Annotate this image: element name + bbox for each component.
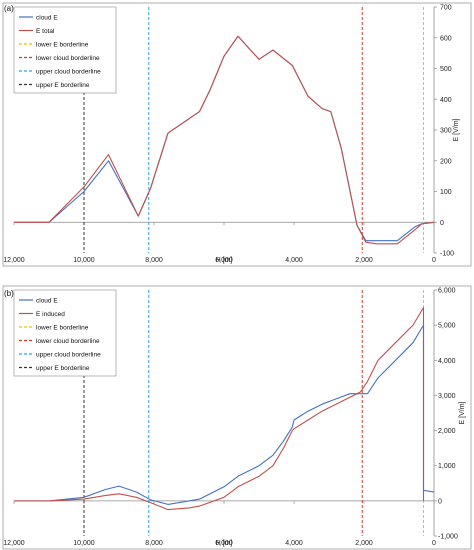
legend-entry: upper cloud borderline: [36, 68, 101, 75]
y-tick-label: 100: [440, 189, 452, 196]
y-tick-label: 200: [440, 158, 452, 165]
legend-box: [13, 289, 117, 377]
y-tick-label: -1,000: [438, 534, 458, 541]
x-axis-label: H [m]: [216, 540, 233, 547]
legend-entry: lower cloud borderline: [36, 338, 100, 345]
y-tick-label: 500: [440, 66, 452, 73]
x-tick-label: 6,000: [215, 257, 233, 264]
x-tick-label: 12,000: [3, 257, 25, 264]
x-tick-label: 6,000: [215, 540, 233, 547]
x-tick-label: 4,000: [285, 257, 303, 264]
legend-entry: upper E borderline: [36, 82, 90, 89]
legend-entry: upper cloud borderline: [36, 351, 101, 358]
panel-label: (a): [4, 4, 14, 13]
legend-entry: lower cloud borderline: [36, 55, 100, 62]
legend-entry: E induced: [36, 311, 65, 318]
legend-entry: cloud E: [36, 14, 58, 21]
x-tick-label: 8,000: [145, 257, 163, 264]
x-tick-label: 0: [432, 540, 436, 547]
y-tick-label: 2,000: [438, 428, 456, 435]
legend-entry: cloud E: [36, 297, 58, 304]
legend-entry: lower E borderline: [36, 41, 89, 48]
y-tick-label: 5,000: [438, 323, 456, 330]
y-tick-label: 0: [440, 220, 444, 227]
x-tick-label: 10,000: [73, 540, 95, 547]
y-tick-label: 1,000: [438, 463, 456, 470]
x-tick-label: 2,000: [355, 540, 373, 547]
legend: cloud E E induced lower E borderline lower …: [13, 289, 117, 377]
legend-entry: lower E borderline: [36, 324, 89, 331]
y-tick-label: 3,000: [438, 393, 456, 400]
x-tick-label: 0: [432, 257, 436, 264]
legend-entry: upper E borderline: [36, 365, 90, 372]
series-E-induced: [14, 307, 425, 511]
legend: cloud E E total lower E borderline lower cl…: [13, 6, 117, 94]
y-tick-label: 700: [440, 5, 452, 12]
x-tick-label: 2,000: [355, 257, 373, 264]
y-tick-label: 300: [440, 128, 452, 135]
chart-panel-a: (a) 12,000 10,000 8,000 6,000 4,000 2,000 0 H [m…: [2, 2, 472, 267]
x-tick-label: 10,000: [73, 257, 95, 264]
y-tick-label: 0: [438, 498, 442, 505]
panel-label: (b): [4, 289, 14, 298]
y-tick-label: 600: [440, 35, 452, 42]
x-axis-label: H [m]: [216, 257, 233, 264]
series-E-total: [14, 35, 435, 245]
y-tick-label: 6,000: [438, 288, 456, 295]
y-tick-label: 400: [440, 97, 452, 104]
y-axis-label: E [V/m]: [453, 118, 460, 141]
x-tick-label: 12,000: [3, 540, 25, 547]
series-cloud-E: [14, 324, 435, 505]
y-axis-label: E [V/m]: [459, 401, 466, 424]
legend-box: [13, 6, 117, 94]
chart-panel-b: (b) 12,000 10,000 8,000 6,000 4,000 2,000 0 H [m…: [2, 285, 472, 550]
x-tick-label: 4,000: [285, 540, 303, 547]
y-tick-label: -100: [440, 251, 454, 258]
legend-entry: E total: [36, 28, 55, 35]
y-tick-label: 4,000: [438, 358, 456, 365]
x-tick-label: 8,000: [145, 540, 163, 547]
